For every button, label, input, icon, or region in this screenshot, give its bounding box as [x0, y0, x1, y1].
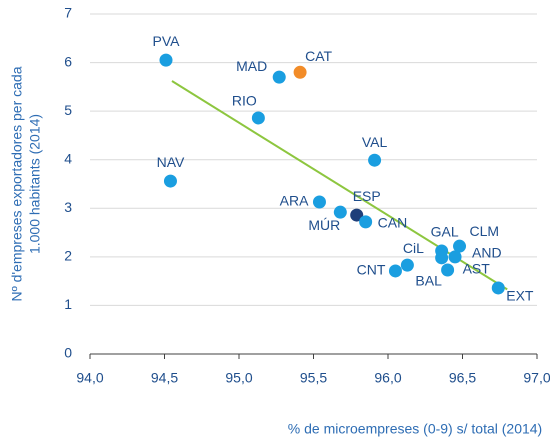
- point-label: CNT: [357, 262, 386, 278]
- point: [350, 208, 364, 222]
- y-tick-label: 5: [64, 102, 72, 118]
- point-label: AST: [463, 261, 491, 277]
- point: [272, 70, 286, 84]
- x-tick-label: 94,0: [76, 370, 103, 386]
- point-label: VAL: [362, 134, 388, 150]
- x-tick-label: 96,0: [374, 370, 401, 386]
- y-axis-title-line: Nº d'empreses exportadores per cada: [9, 66, 25, 301]
- point: [293, 65, 307, 79]
- y-tick-label: 1: [64, 296, 72, 312]
- point-label: BAL: [415, 273, 442, 289]
- x-tick-label: 96,5: [449, 370, 476, 386]
- point: [159, 53, 173, 67]
- x-tick-label: 97,0: [523, 370, 550, 386]
- point-label: GAL: [431, 224, 459, 240]
- y-tick-label: 3: [64, 199, 72, 215]
- y-tick-label: 0: [64, 345, 72, 361]
- point: [359, 215, 373, 229]
- point: [333, 205, 347, 219]
- x-tick-label: 95,0: [225, 370, 252, 386]
- point-label: RIO: [232, 93, 257, 109]
- y-axis-title-line: 1.000 habitants (2014): [27, 114, 43, 254]
- point: [448, 250, 462, 264]
- point-label: MAD: [236, 58, 267, 74]
- y-tick-label: 2: [64, 248, 72, 264]
- point: [441, 263, 455, 277]
- point-label: MÚR: [308, 217, 340, 233]
- point-label: ARA: [280, 193, 309, 209]
- point-label: ESP: [353, 188, 381, 204]
- y-tick-label: 6: [64, 53, 72, 69]
- point: [312, 195, 326, 209]
- y-tick-label: 7: [64, 5, 72, 21]
- x-tick-label: 95,5: [300, 370, 327, 386]
- point-label: NAV: [157, 154, 185, 170]
- point-label: CAN: [378, 215, 408, 231]
- y-tick-label: 4: [64, 150, 72, 166]
- point: [491, 281, 505, 295]
- point: [163, 174, 177, 188]
- point-label: CAT: [305, 48, 332, 64]
- x-tick-label: 94,5: [151, 370, 178, 386]
- point-label: CLM: [470, 223, 500, 239]
- point-label: PVA: [152, 33, 180, 49]
- y-axis-title: Nº d'empreses exportadores per cada 1.00…: [9, 66, 43, 301]
- point: [388, 264, 402, 278]
- point: [453, 239, 467, 253]
- point-label: AND: [472, 245, 502, 261]
- point: [435, 251, 449, 265]
- point-label: EXT: [506, 288, 534, 304]
- point-label: CiL: [403, 240, 424, 256]
- point: [251, 111, 265, 125]
- point: [368, 153, 382, 167]
- point: [400, 258, 414, 272]
- x-axis-title: % de microempreses (0-9) s/ total (2014): [288, 421, 542, 437]
